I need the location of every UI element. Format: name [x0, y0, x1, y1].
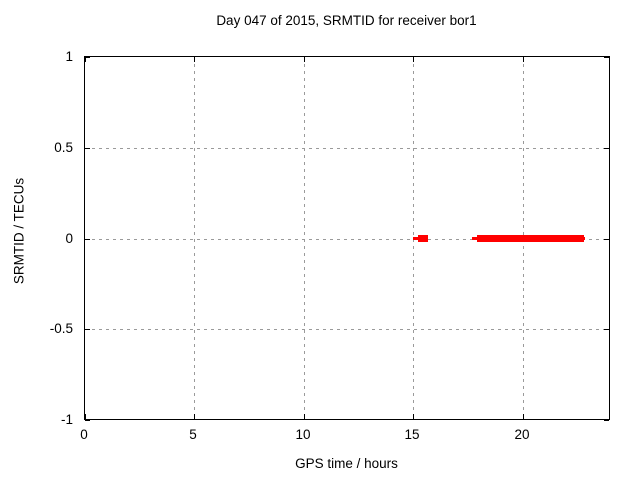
y-tick-right — [604, 57, 609, 58]
x-tick-top — [523, 57, 524, 62]
data-point-segment — [477, 235, 584, 242]
y-tick-label: 0 — [65, 231, 73, 246]
x-tick-top — [304, 57, 305, 62]
y-tick-left — [85, 420, 90, 421]
x-gridline — [194, 57, 195, 419]
y-tick-label: 1 — [65, 49, 73, 64]
x-tick-label: 0 — [80, 427, 88, 442]
y-gridline — [85, 329, 609, 330]
chart-title: Day 047 of 2015, SRMTID for receiver bor… — [216, 13, 477, 28]
y-tick-label: 0.5 — [54, 140, 73, 155]
x-tick-bottom — [523, 414, 524, 419]
x-tick-bottom — [413, 414, 414, 419]
x-tick-label: 10 — [295, 427, 311, 442]
y-gridline — [85, 148, 609, 149]
x-tick-label: 20 — [514, 427, 530, 442]
x-gridline — [304, 57, 305, 419]
y-gridline — [85, 239, 609, 240]
x-axis-label: GPS time / hours — [295, 456, 398, 471]
x-tick-label: 15 — [404, 427, 420, 442]
y-tick-right — [604, 148, 609, 149]
data-point-segment — [418, 235, 428, 242]
y-tick-left — [85, 148, 90, 149]
y-tick-right — [604, 420, 609, 421]
x-tick-bottom — [194, 414, 195, 419]
x-tick-bottom — [304, 414, 305, 419]
y-tick-label: -1 — [60, 412, 73, 427]
y-tick-label: -0.5 — [49, 321, 73, 336]
x-tick-top — [85, 57, 86, 62]
x-tick-top — [413, 57, 414, 62]
y-tick-left — [85, 239, 90, 240]
y-tick-left — [85, 329, 90, 330]
y-tick-right — [604, 329, 609, 330]
y-tick-right — [604, 239, 609, 240]
plot-area — [84, 56, 610, 421]
x-tick-label: 5 — [189, 427, 197, 442]
x-tick-bottom — [85, 414, 86, 419]
x-tick-top — [194, 57, 195, 62]
y-tick-left — [85, 57, 90, 58]
